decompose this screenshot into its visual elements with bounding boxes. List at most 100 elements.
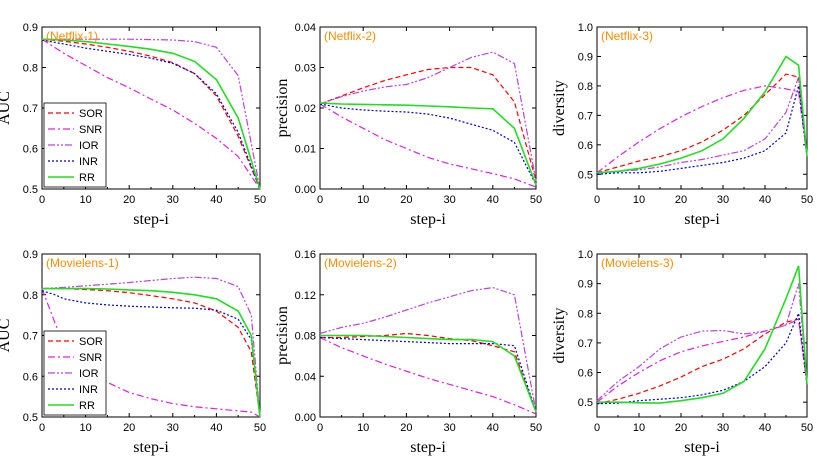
x-tick-label: 40: [759, 194, 771, 206]
x-tick-label: 0: [317, 194, 323, 206]
x-tick-label: 10: [357, 194, 369, 206]
y-tick-label: 0.5: [23, 184, 38, 196]
y-axis-label: diversity: [551, 80, 568, 136]
legend-label-inr: INR: [79, 384, 98, 396]
y-tick-label: 0.9: [23, 249, 38, 261]
y-tick-label: 0.02: [295, 103, 316, 115]
panel-title: (Netflix-2): [324, 29, 376, 43]
series-line-rr: [41, 38, 261, 190]
legend-label-snr: SNR: [79, 352, 102, 364]
panel-title: (Netflix-3): [601, 29, 653, 43]
y-tick-label: 0.04: [295, 371, 316, 383]
x-tick-label: 0: [594, 422, 600, 434]
series-line-rr: [597, 265, 808, 404]
series-line-snr: [596, 318, 808, 403]
y-tick-label: 0.8: [578, 81, 593, 93]
x-tick-label: 40: [487, 422, 499, 434]
legend-label-ior: IOR: [79, 368, 99, 380]
y-tick-label: 0.6: [578, 368, 593, 380]
x-tick-label: 30: [717, 422, 729, 434]
y-tick-label: 0.5: [23, 412, 38, 424]
series-line-ior: [596, 283, 808, 402]
series-line-ior: [596, 76, 808, 174]
series-line-inr: [319, 103, 537, 186]
x-tick-label: 40: [487, 194, 499, 206]
x-tick-label: 50: [530, 194, 542, 206]
x-tick-label: 0: [39, 194, 45, 206]
plot-frame: [596, 26, 808, 190]
series-line-ior: [319, 286, 537, 413]
series-line-snr: [319, 103, 537, 188]
series-line-ior: [42, 38, 261, 190]
y-tick-label: 0.16: [295, 249, 316, 261]
series-line-inr: [596, 310, 808, 405]
panel-title: (Movielens-2): [324, 256, 397, 270]
x-tick-label: 20: [400, 422, 412, 434]
series-line-inr: [319, 336, 537, 413]
series-line-rr: [320, 334, 537, 413]
y-tick-label: 0.8: [578, 308, 593, 320]
y-tick-label: 0.8: [23, 63, 38, 75]
x-tick-label: 40: [759, 422, 771, 434]
y-tick-label: 0.6: [23, 371, 38, 383]
x-tick-label: 30: [443, 422, 455, 434]
series-line-ior: [319, 51, 537, 182]
x-tick-label: 20: [675, 422, 687, 434]
x-tick-label: 30: [167, 194, 179, 206]
x-axis-label: step-i: [133, 439, 169, 456]
plot-frame: [596, 253, 808, 418]
chart-panel-6: 0 10 20 30 40 50 0.5 0.6 0.7 0.8 0.9 1.0 (Movielens-…: [551, 249, 813, 456]
y-tick-label: 0.6: [578, 140, 593, 152]
y-tick-label: 0.7: [578, 338, 593, 350]
y-tick-label: 0.5: [578, 169, 593, 181]
y-tick-label: 0.00: [295, 412, 316, 424]
y-tick-label: 0.08: [295, 331, 316, 343]
x-tick-label: 50: [254, 194, 266, 206]
x-tick-label: 10: [79, 194, 91, 206]
x-tick-label: 50: [254, 422, 266, 434]
panel-title: (Movielens-1): [46, 256, 119, 270]
y-tick-label: 0.5: [578, 397, 593, 409]
x-tick-label: 0: [317, 422, 323, 434]
y-tick-label: 0.9: [578, 279, 593, 291]
y-tick-label: 0.03: [295, 63, 316, 75]
y-axis-label: AUC: [0, 319, 13, 353]
legend-label-sor: SOR: [79, 108, 103, 120]
y-tick-label: 0.7: [578, 110, 593, 122]
x-axis-label: step-i: [133, 211, 169, 228]
chart-panel-1: 0 10 20 30 40 50 0.5 0.6 0.7 0.8 0.9 (Netflix-1) ste…: [0, 22, 266, 228]
x-tick-label: 30: [717, 194, 729, 206]
series-line-sor: [319, 66, 537, 182]
chart-panel-5: 0 10 20 30 40 50 0.00 0.04 0.08 0.12 0.16 (Movielen…: [274, 249, 542, 456]
series-line-snr: [41, 38, 261, 190]
legend-label-rr: RR: [79, 400, 95, 412]
panel-title: (Netflix-1): [46, 29, 98, 43]
panel-title: (Movielens-3): [601, 256, 674, 270]
x-axis-label: step-i: [684, 211, 720, 228]
y-tick-label: 0.12: [295, 290, 316, 302]
series-line-rr: [596, 55, 808, 174]
x-tick-label: 0: [39, 422, 45, 434]
y-tick-label: 0.7: [23, 331, 38, 343]
chart-panel-3: 0 10 20 30 40 50 0.5 0.6 0.7 0.8 0.9 1.0 (Netflix-3)…: [551, 22, 813, 228]
x-tick-label: 0: [594, 194, 600, 206]
legend-label-inr: INR: [79, 156, 98, 168]
x-tick-label: 40: [210, 194, 222, 206]
legend-label-sor: SOR: [79, 336, 103, 348]
y-axis-label: diversity: [551, 308, 568, 364]
x-tick-label: 10: [633, 422, 645, 434]
chart-panel-2: 0 10 20 30 40 50 0.00 0.01 0.02 0.03 0.04 (Netflix-…: [274, 22, 542, 228]
x-tick-label: 30: [443, 194, 455, 206]
x-tick-label: 20: [675, 194, 687, 206]
series-line-inr: [41, 39, 261, 190]
y-tick-label: 0.9: [578, 51, 593, 63]
y-tick-label: 0.04: [295, 22, 316, 34]
x-tick-label: 10: [357, 422, 369, 434]
x-tick-label: 10: [633, 194, 645, 206]
x-tick-label: 10: [79, 422, 91, 434]
series-line-sor: [42, 288, 261, 418]
y-axis-label: precision: [274, 306, 291, 365]
series-line-ior: [41, 276, 261, 418]
x-tick-label: 50: [801, 422, 813, 434]
series-line-sor: [596, 73, 808, 174]
